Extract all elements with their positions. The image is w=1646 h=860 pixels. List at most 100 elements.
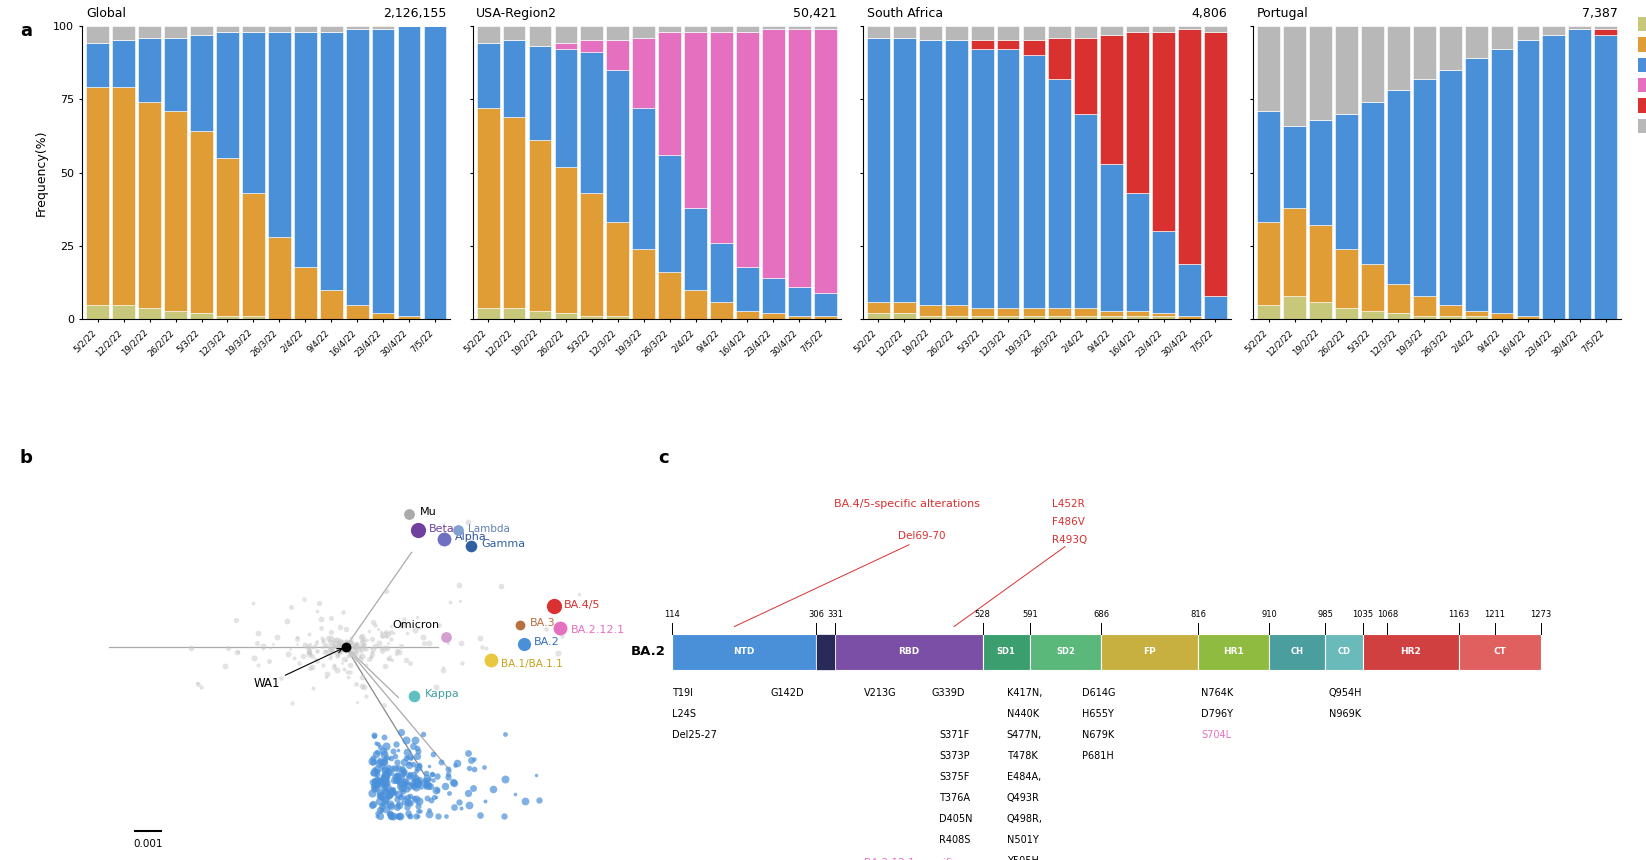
Bar	[502, 117, 525, 308]
Point	[412, 636, 438, 649]
Point	[336, 640, 362, 654]
Bar	[632, 38, 655, 108]
Point	[332, 637, 359, 651]
Point	[395, 759, 421, 772]
Point	[379, 761, 405, 775]
Point	[300, 681, 326, 695]
Point	[332, 653, 359, 666]
Text: FP: FP	[1144, 648, 1155, 656]
Point	[384, 772, 410, 786]
Point	[370, 771, 397, 784]
Point	[412, 776, 438, 789]
Point	[250, 639, 277, 653]
Point	[296, 641, 323, 654]
Point	[367, 787, 393, 801]
Point	[342, 647, 369, 660]
Bar	[1465, 26, 1488, 58]
Point	[178, 642, 204, 655]
Bar	[191, 26, 212, 34]
Bar	[1569, 28, 1592, 319]
Point	[379, 784, 405, 798]
Point	[339, 647, 365, 660]
Bar	[788, 28, 811, 287]
Point	[390, 755, 416, 769]
Text: CD: CD	[1337, 648, 1350, 656]
Point	[303, 644, 329, 658]
Text: L452R: L452R	[1052, 499, 1085, 508]
Bar	[983, 634, 1030, 670]
Point	[359, 797, 385, 811]
Point	[388, 640, 415, 654]
Point	[364, 772, 390, 786]
Point	[377, 797, 403, 811]
Bar	[1439, 70, 1462, 304]
Point	[367, 740, 393, 754]
Point	[336, 642, 362, 655]
Bar	[216, 32, 239, 158]
Bar	[1152, 316, 1175, 319]
Point	[403, 774, 430, 788]
Point	[397, 770, 423, 783]
Text: Lambda: Lambda	[467, 524, 510, 534]
Point	[240, 651, 267, 665]
Point	[359, 798, 385, 812]
Point	[402, 771, 428, 785]
Point	[375, 627, 402, 641]
Point	[431, 532, 458, 546]
Text: SD2: SD2	[1057, 648, 1075, 656]
Point	[403, 809, 430, 823]
Point	[372, 768, 398, 782]
Point	[444, 756, 471, 770]
Text: Q498R,: Q498R,	[1007, 814, 1042, 824]
Point	[379, 809, 405, 823]
Point	[403, 749, 430, 763]
Text: WA1: WA1	[253, 648, 342, 691]
Point	[370, 774, 397, 788]
Point	[420, 773, 446, 787]
Point	[370, 747, 397, 761]
Bar	[816, 634, 835, 670]
Point	[347, 642, 374, 656]
Text: BA.2.12.1: BA.2.12.1	[571, 625, 625, 635]
Point	[321, 639, 347, 653]
Bar	[1595, 28, 1616, 34]
Point	[370, 771, 397, 784]
Bar	[996, 40, 1019, 49]
Text: S373P: S373P	[940, 751, 969, 761]
Bar	[1284, 26, 1305, 126]
Bar	[1516, 26, 1539, 40]
Bar	[1439, 304, 1462, 316]
Bar	[295, 32, 316, 267]
Point	[184, 676, 211, 690]
Point	[356, 624, 382, 638]
Bar	[813, 293, 836, 316]
Point	[395, 790, 421, 804]
Point	[328, 646, 354, 660]
Point	[323, 634, 349, 648]
Point	[374, 739, 400, 752]
Point	[384, 768, 410, 782]
Point	[336, 640, 362, 654]
Point	[347, 653, 374, 666]
Bar	[1325, 634, 1363, 670]
Point	[388, 777, 415, 791]
Point	[369, 758, 395, 771]
Bar	[1258, 111, 1281, 223]
Point	[313, 670, 339, 684]
Point	[372, 784, 398, 798]
Point	[430, 660, 456, 674]
Point	[321, 633, 347, 647]
Point	[395, 795, 421, 808]
Point	[385, 645, 412, 659]
Point	[433, 809, 459, 823]
Point	[365, 756, 392, 770]
Bar	[606, 223, 629, 316]
Bar	[1516, 316, 1539, 319]
Bar	[112, 88, 135, 304]
Point	[374, 780, 400, 794]
Bar	[1439, 26, 1462, 70]
Point	[382, 750, 408, 764]
Point	[502, 787, 528, 801]
Point	[329, 635, 356, 648]
Point	[321, 638, 347, 652]
